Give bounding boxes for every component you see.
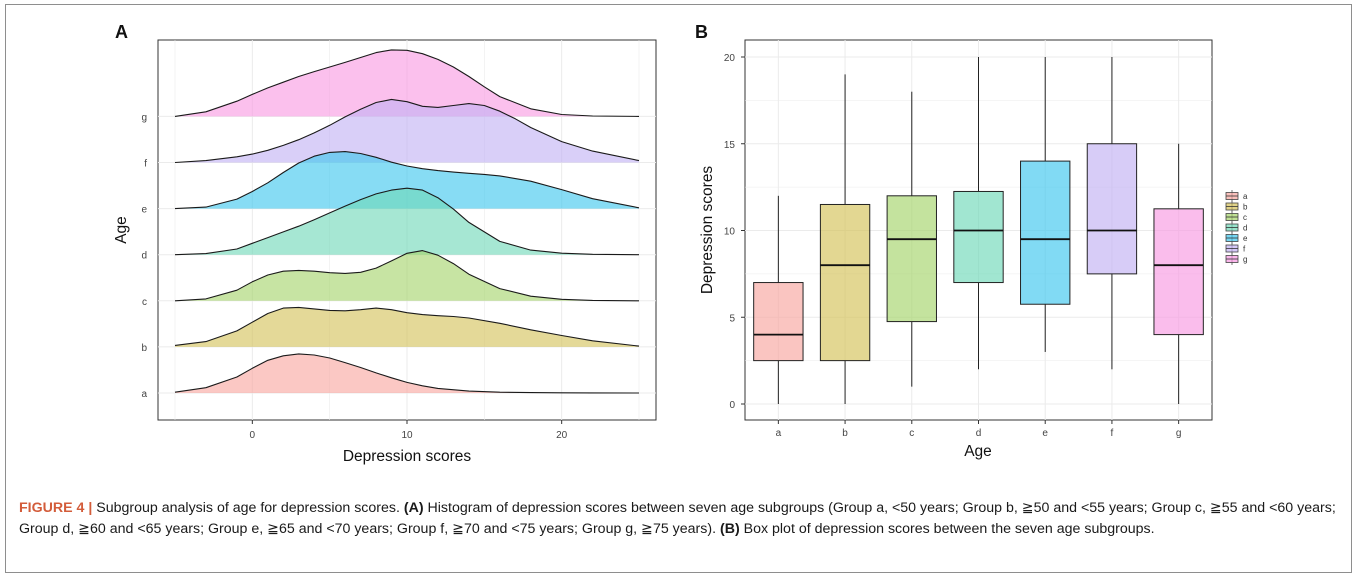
ridge-area-d	[175, 188, 639, 255]
legend-label-f: f	[1243, 245, 1246, 254]
ridge-line-d	[174, 187, 640, 256]
legend-item-c: c	[1225, 211, 1247, 223]
ridge-line-f	[174, 98, 640, 164]
ridge-area-b	[175, 307, 639, 347]
box-g	[1153, 208, 1204, 336]
x-tick-label-d: d	[976, 428, 982, 439]
box-group-d	[953, 57, 1004, 370]
legend-label-a: a	[1243, 192, 1248, 201]
y-tick-label: 15	[724, 140, 736, 151]
ridgeline-y-ticks: a b c d e f g	[141, 112, 147, 400]
x-tick-label-g: g	[1176, 428, 1182, 439]
box-d	[953, 190, 1004, 284]
caption-a-text: Histogram of depression scores between s…	[19, 500, 1336, 537]
y-tick-label: 20	[724, 53, 736, 64]
y-tick-label: 5	[729, 313, 735, 324]
boxplot-y-axis-label: Depression scores	[699, 166, 716, 295]
ridge-line-e	[174, 151, 640, 210]
caption-a-marker: (A)	[403, 500, 424, 516]
caption-intro: Subgroup analysis of age for depression …	[92, 500, 404, 516]
box-group-g	[1153, 143, 1204, 404]
legend-label-d: d	[1243, 224, 1247, 233]
y-tick-label-b: b	[141, 343, 147, 354]
caption-b-marker: (B)	[719, 521, 740, 537]
ridge-area-g	[175, 49, 639, 117]
x-tick-label: 10	[401, 430, 413, 441]
box-group-c	[886, 91, 937, 387]
box-a	[753, 282, 804, 362]
panel-b-letter: B	[695, 22, 708, 42]
ridge-line-g	[174, 49, 640, 117]
y-tick-label-a: a	[141, 389, 147, 400]
box-e	[1020, 160, 1071, 305]
ridge-line-a	[174, 353, 640, 394]
boxplot-y-ticks: 0 5 10 15 20	[724, 53, 745, 411]
ridgeline-x-ticks: 0 10 20	[250, 420, 568, 441]
boxplot-x-axis-label: Age	[964, 443, 992, 460]
ridgeline-x-axis-label: Depression scores	[343, 448, 472, 465]
legend-label-g: g	[1243, 255, 1247, 264]
panel-a-letter: A	[115, 22, 128, 42]
legend-item-g: g	[1225, 253, 1247, 265]
figure-caption: FIGURE 4 | Subgroup analysis of age for …	[19, 498, 1339, 540]
legend-item-e: e	[1225, 232, 1248, 244]
x-tick-label-c: c	[909, 428, 914, 439]
boxplot-x-ticks: a b c d e f g	[776, 420, 1182, 439]
x-tick-label: 20	[556, 430, 568, 441]
legend-item-b: b	[1225, 200, 1248, 213]
y-tick-label: 10	[724, 227, 736, 238]
legend-label-e: e	[1243, 234, 1248, 243]
ridge-area-a	[175, 353, 639, 393]
ridge-line-c	[174, 250, 640, 302]
x-tick-label-e: e	[1042, 428, 1048, 439]
x-tick-label-b: b	[842, 428, 848, 439]
x-tick-label-a: a	[776, 428, 782, 439]
legend-label-b: b	[1243, 203, 1248, 212]
caption-figure-label: FIGURE 4 |	[19, 500, 93, 516]
y-tick-label-f: f	[144, 159, 147, 170]
caption-b-text: Box plot of depression scores between th…	[739, 521, 1155, 537]
ridge-area-f	[175, 99, 639, 163]
x-tick-label-f: f	[1111, 428, 1114, 439]
boxplot-boxes	[753, 57, 1204, 404]
ridge-area-e	[175, 151, 639, 209]
box-group-b	[819, 74, 871, 404]
legend-item-a: a	[1225, 190, 1248, 202]
box-f	[1086, 143, 1138, 275]
box-group-a	[753, 195, 804, 404]
legend-item-f: f	[1225, 242, 1246, 255]
ridgeline-densities	[174, 49, 640, 394]
box-b	[819, 203, 871, 362]
box-c	[886, 195, 937, 323]
y-tick-label-d: d	[141, 251, 147, 262]
x-tick-label: 0	[250, 430, 256, 441]
y-tick-label-e: e	[141, 205, 147, 216]
y-tick-label-g: g	[141, 112, 147, 123]
y-tick-label: 0	[729, 400, 735, 411]
box-group-f	[1086, 57, 1138, 370]
ridge-area-c	[175, 250, 639, 301]
ridgeline-plot: a b c d e f g 0 10 20 Depression scores Age	[113, 39, 657, 465]
box-group-e	[1020, 57, 1071, 352]
legend-item-d: d	[1225, 221, 1247, 234]
ridgeline-y-axis-label: Age	[113, 216, 130, 244]
legend-label-c: c	[1243, 213, 1247, 222]
y-tick-label-c: c	[142, 297, 147, 308]
figure-frame	[5, 4, 1352, 573]
ridge-line-b	[174, 306, 640, 347]
